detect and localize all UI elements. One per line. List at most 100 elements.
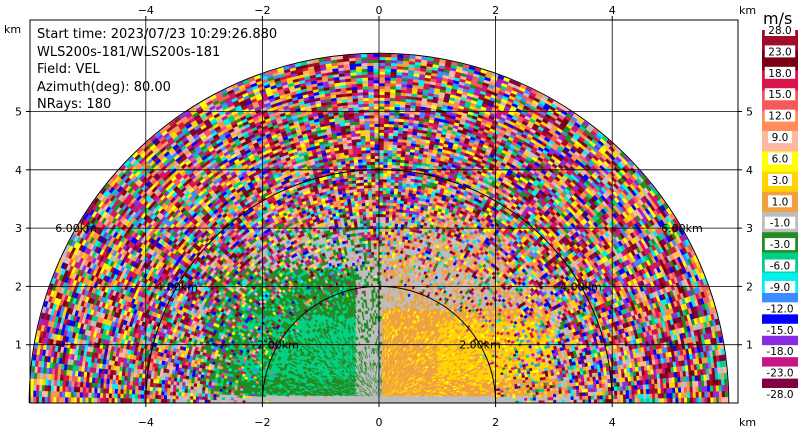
velocity-cell: [616, 385, 621, 391]
velocity-cell: [537, 385, 542, 390]
velocity-cell: [573, 388, 577, 394]
velocity-cell: [532, 391, 537, 396]
velocity-cell: [689, 391, 694, 398]
velocity-cell: [622, 385, 627, 391]
velocity-cell: [692, 386, 697, 393]
velocity-cell: [546, 387, 551, 392]
velocity-cell: [518, 392, 522, 396]
velocity-cell: [613, 386, 618, 391]
velocity-cell: [509, 398, 514, 401]
velocity-cell: [553, 396, 557, 401]
velocity-cell: [573, 395, 577, 400]
velocity-cell: [552, 384, 556, 389]
velocity-cell: [540, 388, 545, 392]
velocity-cell: [601, 382, 606, 388]
velocity-cell: [608, 394, 612, 400]
velocity-cell: [634, 398, 638, 404]
velocity-cell: [535, 388, 539, 393]
velocity-cell: [631, 384, 635, 391]
velocity-cell: [715, 384, 720, 392]
velocity-cell: [582, 395, 586, 400]
velocity-cell: [721, 390, 726, 398]
velocity-cell: [713, 396, 717, 404]
velocity-cell: [584, 388, 589, 393]
velocity-cell: [723, 378, 728, 386]
velocity-cell: [668, 382, 673, 389]
velocity-cell: [569, 382, 574, 387]
velocity-cell: [689, 397, 694, 404]
velocity-cell: [654, 393, 659, 399]
velocity-cell: [515, 393, 519, 397]
velocity-cell: [573, 392, 577, 397]
velocity-cell: [599, 387, 603, 392]
velocity-cell: [596, 395, 601, 400]
velocity-cell: [663, 392, 668, 399]
velocity-cell: [593, 395, 598, 400]
velocity-cell: [567, 396, 572, 400]
velocity-cell: [671, 382, 676, 388]
velocity-cell: [587, 391, 592, 396]
velocity-cell: [587, 384, 592, 389]
velocity-cell: [718, 396, 723, 404]
velocity-cell: [625, 385, 630, 391]
velocity-cell: [532, 397, 537, 401]
velocity-cell: [686, 391, 691, 398]
velocity-cell: [704, 385, 708, 392]
velocity-cell: [561, 396, 566, 400]
velocity-cell: [622, 381, 626, 387]
velocity-cell: [547, 396, 551, 401]
velocity-cell: [596, 387, 600, 392]
velocity-cell: [579, 395, 583, 400]
velocity-cell: [605, 398, 610, 404]
velocity-cell: [570, 395, 575, 400]
velocity-cell: [561, 389, 566, 394]
velocity-cell: [675, 397, 679, 404]
velocity-cell: [602, 398, 607, 404]
velocity-cell: [572, 382, 577, 387]
velocity-cell: [657, 392, 662, 399]
velocity-cell: [582, 391, 586, 397]
velocity-cell: [477, 399, 482, 402]
velocity-cell: [645, 388, 650, 394]
velocity-cell: [628, 398, 633, 404]
velocity-cell: [541, 394, 545, 398]
velocity-cell: [557, 380, 562, 385]
velocity-cell: [620, 398, 624, 404]
velocity-cell: [718, 390, 723, 398]
velocity-cell: [575, 385, 580, 390]
velocity-cell: [704, 397, 708, 404]
velocity-cell: [625, 389, 630, 395]
velocity-cell: [532, 394, 537, 398]
velocity-cell: [614, 390, 618, 396]
velocity-cell: [578, 385, 583, 390]
velocity-cell: [660, 392, 665, 399]
velocity-cell: [567, 389, 571, 394]
velocity-cell: [590, 391, 595, 396]
velocity-cell: [588, 395, 592, 400]
velocity-cell: [633, 380, 638, 386]
velocity-cell: [613, 381, 618, 387]
velocity-cell: [663, 387, 667, 394]
velocity-cell: [590, 383, 594, 389]
velocity-cell: [720, 348, 725, 356]
velocity-cell: [526, 394, 531, 399]
velocity-cell: [512, 393, 516, 397]
velocity-cell: [591, 398, 595, 404]
velocity-cell: [639, 384, 644, 390]
velocity-cell: [683, 386, 688, 393]
velocity-cell: [686, 397, 691, 404]
velocity-cell: [593, 391, 598, 396]
velocity-cell: [634, 389, 638, 395]
velocity-cell: [518, 397, 522, 401]
velocity-cell: [563, 382, 568, 388]
velocity-cell: [579, 392, 583, 397]
velocity-cell: [605, 390, 609, 396]
velocity-cell: [698, 391, 703, 398]
velocity-cell: [654, 397, 659, 404]
velocity-cell: [538, 394, 543, 398]
velocity-cell: [643, 398, 647, 404]
velocity-cell: [625, 380, 629, 387]
velocity-cell: [537, 382, 542, 387]
velocity-cell: [529, 397, 534, 401]
velocity-cell: [480, 399, 484, 402]
